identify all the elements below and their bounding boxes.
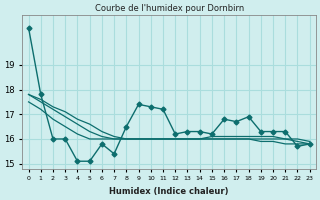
- X-axis label: Humidex (Indice chaleur): Humidex (Indice chaleur): [109, 187, 229, 196]
- Title: Courbe de l'humidex pour Dornbirn: Courbe de l'humidex pour Dornbirn: [94, 4, 244, 13]
